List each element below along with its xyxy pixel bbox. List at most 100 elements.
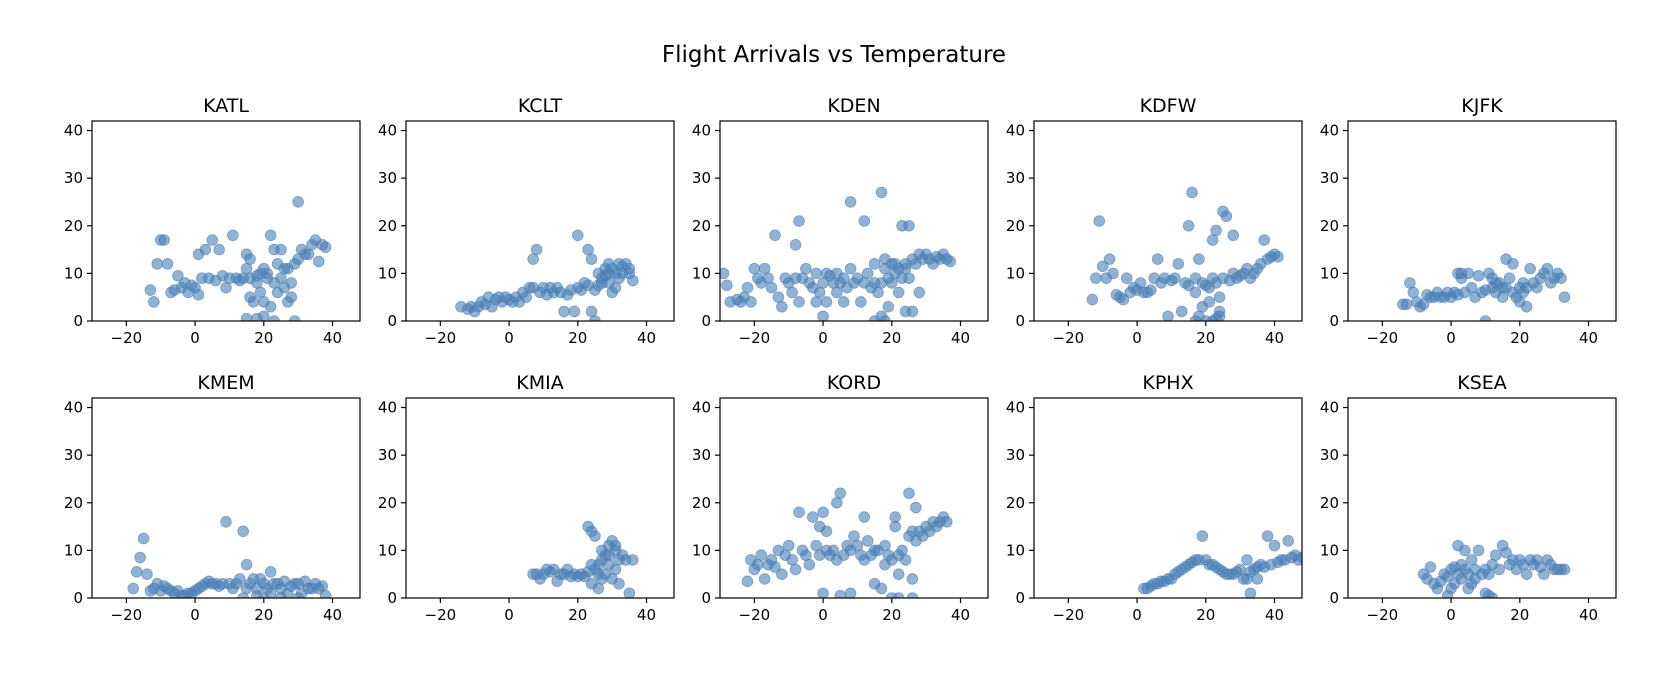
subplot-title: KDEN	[827, 95, 880, 117]
data-point	[755, 549, 768, 561]
x-tick-label: 20	[568, 329, 587, 347]
data-point	[793, 215, 805, 227]
points-group	[527, 520, 639, 598]
data-point	[903, 487, 915, 500]
x-tick-label: 0	[190, 329, 200, 347]
data-point	[1500, 546, 1512, 559]
data-point	[1472, 269, 1485, 282]
y-tick-label: 10	[64, 541, 83, 559]
axes-frame	[1033, 397, 1303, 599]
y-tick-label: 10	[692, 541, 711, 559]
data-point	[144, 284, 157, 296]
data-point	[765, 281, 778, 294]
y-tick-label: 0	[701, 589, 711, 607]
points-group	[144, 196, 332, 321]
data-point	[172, 269, 184, 282]
data-point	[1220, 210, 1233, 223]
data-point	[1193, 253, 1205, 265]
data-point	[220, 516, 232, 528]
x-tick-label: −20	[1367, 329, 1399, 347]
x-tick-label: 40	[1579, 329, 1598, 347]
data-point	[1258, 234, 1271, 246]
data-point	[592, 267, 605, 280]
data-point	[1268, 539, 1281, 552]
data-point	[844, 262, 857, 275]
subplot-title: KCLT	[518, 95, 563, 117]
data-point	[592, 568, 605, 580]
data-point	[148, 296, 160, 308]
subplot-title: KMEM	[197, 372, 254, 394]
y-tick-label: 20	[64, 494, 83, 512]
data-point	[137, 532, 150, 545]
data-point	[288, 315, 301, 321]
data-point	[151, 258, 164, 270]
points-group	[741, 487, 953, 598]
data-point	[800, 262, 812, 275]
data-point	[879, 315, 891, 321]
data-point	[1096, 260, 1109, 273]
data-point	[1093, 215, 1106, 227]
data-point	[206, 234, 219, 246]
data-point	[892, 286, 905, 299]
points-group	[455, 229, 639, 321]
y-tick-label: 10	[1006, 541, 1025, 559]
y-tick-label: 40	[1006, 122, 1025, 140]
data-point	[913, 286, 926, 299]
x-tick-label: 0	[1446, 606, 1456, 624]
data-point	[910, 501, 922, 514]
x-tick-label: −20	[739, 329, 771, 347]
y-tick-label: 20	[378, 494, 397, 512]
data-point	[609, 267, 622, 280]
data-point	[626, 554, 639, 566]
data-point	[623, 587, 636, 598]
y-tick-label: 20	[1320, 494, 1339, 512]
subplot-kclt: KCLT −20 0 20 40 0 10 20 30 40	[378, 95, 675, 347]
points-group	[720, 186, 957, 321]
data-point	[875, 186, 888, 199]
axes-frame	[719, 120, 989, 322]
data-point	[1172, 258, 1185, 270]
x-tick-label: 20	[568, 606, 587, 624]
subplot-kden: KDEN −20 0 20 40 0 10 20 30 40	[692, 95, 989, 347]
data-point	[903, 219, 915, 232]
data-point	[213, 243, 225, 256]
data-point	[906, 573, 919, 585]
x-tick-label: 40	[637, 329, 656, 347]
data-point	[789, 239, 802, 251]
chart-title: Flight Arrivals vs Temperature	[662, 42, 1006, 68]
data-point	[1507, 258, 1519, 270]
y-tick-label: 40	[1320, 399, 1339, 417]
data-point	[1244, 587, 1257, 598]
y-tick-label: 30	[1006, 446, 1025, 464]
data-point	[1117, 293, 1130, 306]
data-point	[264, 229, 277, 242]
data-point	[319, 589, 332, 598]
data-point	[868, 315, 881, 321]
x-tick-label: −20	[425, 606, 457, 624]
data-point	[741, 281, 754, 294]
data-point	[602, 277, 615, 289]
data-point	[1441, 589, 1454, 598]
y-tick-label: 40	[1320, 122, 1339, 140]
data-point	[844, 587, 857, 598]
data-point	[192, 289, 205, 301]
data-point	[834, 589, 847, 598]
data-point	[589, 315, 601, 321]
x-tick-label: 0	[1446, 329, 1456, 347]
data-point	[844, 196, 857, 208]
x-tick-label: −20	[739, 606, 771, 624]
data-point	[585, 558, 598, 571]
data-point	[1182, 279, 1195, 292]
y-tick-label: 10	[1320, 541, 1339, 559]
data-point	[1203, 296, 1216, 308]
data-point	[530, 243, 543, 256]
data-point	[1251, 573, 1264, 585]
subplot-ksea: KSEA −20 0 20 40 0 10 20 30 40	[1320, 372, 1617, 624]
data-point	[285, 277, 298, 289]
data-point	[1462, 267, 1475, 280]
subplot-kord: KORD −20 0 20 40 0 10 20 30 40	[692, 372, 989, 624]
data-point	[1189, 315, 1202, 321]
y-tick-label: 30	[378, 446, 397, 464]
axes-frame	[1347, 120, 1617, 322]
